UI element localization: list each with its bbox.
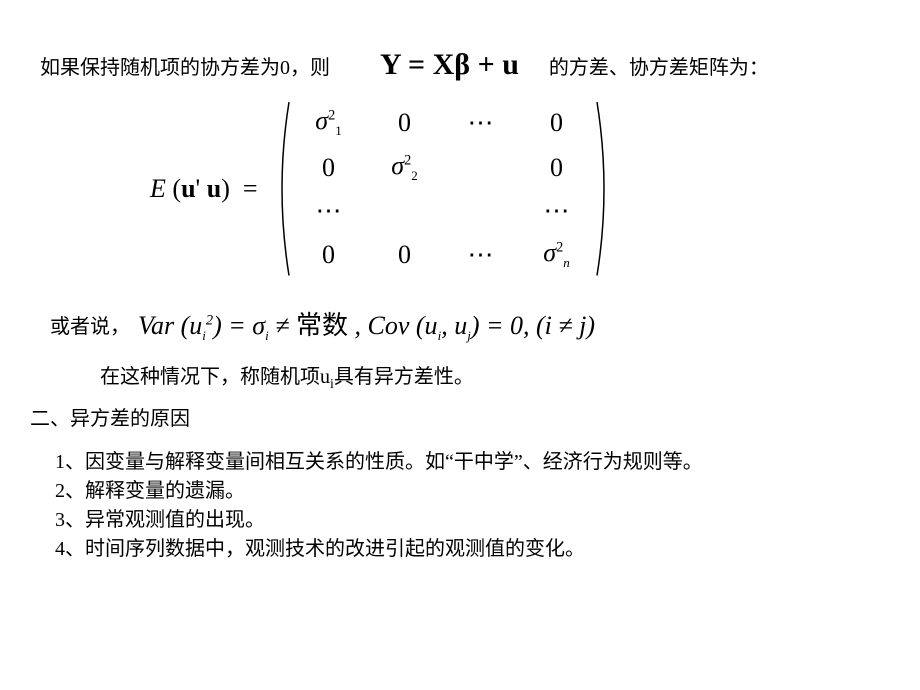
reason-list: 1、因变量与解释变量间相互关系的性质。如“干中学”、经济行为规则等。 2、解释变… [55, 448, 703, 564]
matrix-cell: ⋯ [443, 100, 519, 145]
matrix-row: σ21 0 ⋯ 0 [291, 100, 595, 145]
intro-pre: 如果保持随机项的协方差为0，则 [40, 51, 330, 80]
matrix-cell: 0 [519, 145, 595, 190]
matrix-row: 0 0 ⋯ σ2n [291, 232, 595, 277]
equation-main: Y = Xβ + u [380, 48, 519, 82]
statement-a: 在这种情况下，称随机项u [100, 366, 330, 388]
matrix-cell: 0 [291, 145, 367, 190]
matrix-row: 0 σ22 0 [291, 145, 595, 190]
intro-post: 的方差、协方差矩阵为： [549, 51, 769, 80]
variance-line: 或者说， Var (ui2) = σi ≠ 常数 , Cov (ui, uj) … [50, 305, 595, 344]
matrix-cell [443, 190, 519, 232]
matrix-cell [443, 145, 519, 190]
matrix-equation: E (u' u) = σ21 0 ⋯ 0 0 σ22 0 ⋯ ⋯ [150, 100, 613, 278]
matrix-cell [367, 190, 443, 232]
matrix-cell: 0 [367, 232, 443, 277]
matrix-wrap: σ21 0 ⋯ 0 0 σ22 0 ⋯ ⋯ 0 0 ⋯ σ2n [273, 100, 613, 278]
matrix-cell: σ2n [519, 232, 595, 277]
matrix-cell: ⋯ [519, 190, 595, 232]
list-item: 3、异常观测值的出现。 [55, 506, 703, 535]
list-item: 4、时间序列数据中，观测技术的改进引起的观测值的变化。 [55, 535, 703, 564]
paren-left-icon [273, 100, 291, 278]
statement-line: 在这种情况下，称随机项ui具有异方差性。 [100, 360, 474, 393]
matrix-row: ⋯ ⋯ [291, 190, 595, 232]
matrix-cell: 0 [367, 100, 443, 145]
covariance-matrix: σ21 0 ⋯ 0 0 σ22 0 ⋯ ⋯ 0 0 ⋯ σ2n [291, 100, 595, 278]
statement-b: 具有异方差性。 [334, 366, 474, 388]
matrix-cell: ⋯ [443, 232, 519, 277]
intro-line: 如果保持随机项的协方差为0，则 Y = Xβ + u 的方差、协方差矩阵为： [40, 48, 769, 82]
matrix-cell: 0 [291, 232, 367, 277]
variance-pre: 或者说， [50, 310, 130, 339]
paren-right-icon [595, 100, 613, 278]
variance-equation: Var (ui2) = σi ≠ 常数 , Cov (ui, uj) = 0, … [138, 305, 595, 344]
matrix-cell: 0 [519, 100, 595, 145]
matrix-lhs: E (u' u) = [150, 174, 258, 204]
section-title: 二、异方差的原因 [30, 402, 190, 431]
list-item: 1、因变量与解释变量间相互关系的性质。如“干中学”、经济行为规则等。 [55, 448, 703, 477]
matrix-cell: σ21 [291, 100, 367, 145]
matrix-cell: σ22 [367, 145, 443, 190]
list-item: 2、解释变量的遗漏。 [55, 477, 703, 506]
matrix-cell: ⋯ [291, 190, 367, 232]
